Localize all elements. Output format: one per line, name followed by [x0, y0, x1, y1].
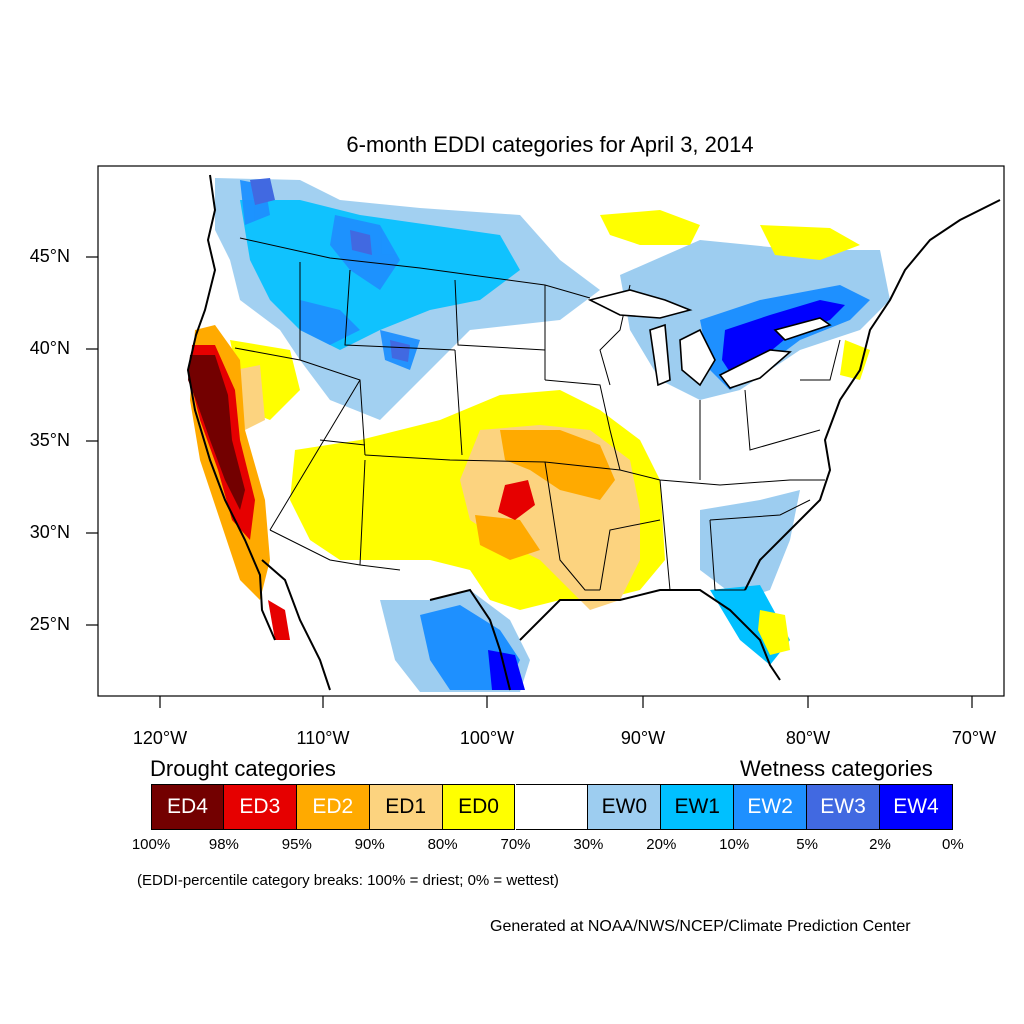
lat-label-45: 45°N [29, 246, 70, 266]
boundaries [234, 237, 841, 591]
great-lakes [587, 289, 832, 389]
wetness-ew4-texas [488, 650, 525, 690]
lon-label-90: 90°W [620, 728, 666, 748]
legend-box-neutral [515, 784, 589, 830]
map-frame [97, 165, 1005, 697]
lon-label-120: 120°W [132, 728, 188, 748]
legend-box-ew4: EW4 [880, 784, 953, 830]
legend-box-ed2: ED2 [296, 784, 370, 830]
legend-tick-label: 98% [208, 836, 239, 853]
legend-box-ed0: ED0 [442, 784, 516, 830]
coastline [186, 174, 1001, 691]
legend-tick-label: 95% [281, 836, 312, 853]
lon-label-80: 80°W [785, 728, 831, 748]
map-title: 6-month EDDI categories for April 3, 201… [346, 132, 754, 157]
legend-tick-label: 80% [427, 836, 458, 853]
lon-label-70: 70°W [951, 728, 997, 748]
legend-box-ew1: EW1 [661, 784, 735, 830]
legend-tick-label: 5% [796, 836, 818, 853]
lat-label-40: 40°N [29, 338, 70, 358]
legend-tick-label: 70% [500, 836, 531, 853]
legend-tick-label: 0% [942, 836, 964, 853]
legend-tick-label: 30% [573, 836, 604, 853]
lat-label-30: 30°N [29, 522, 70, 542]
legend-tick-label: 2% [869, 836, 891, 853]
legend-box-ed1: ED1 [369, 784, 443, 830]
legend-box-ew0: EW0 [588, 784, 662, 830]
legend-box-ed3: ED3 [223, 784, 297, 830]
lat-label-35: 35°N [29, 430, 70, 450]
drought-ed4-region [188, 355, 245, 510]
lat-label-25: 25°N [29, 614, 70, 634]
legend-tick-label: 100% [131, 836, 171, 853]
lon-label-110: 110°W [296, 728, 350, 748]
legend-box-ed4: ED4 [151, 784, 224, 830]
wetness-region-southeast [700, 490, 800, 600]
legend-note: (EDDI-percentile category breaks: 100% =… [137, 872, 559, 889]
drought-heading: Drought categories [150, 756, 336, 781]
credit-text: Generated at NOAA/NWS/NCEP/Climate Predi… [490, 918, 911, 935]
legend-tick-label: 20% [646, 836, 677, 853]
legend-tick-label: 90% [354, 836, 385, 853]
wetness-ew3-north [250, 178, 410, 362]
legend-box-ew3: EW3 [807, 784, 880, 830]
legend-tick-label: 10% [719, 836, 750, 853]
lon-label-100: 100°W [459, 728, 515, 748]
wetness-heading: Wetness categories [740, 756, 933, 781]
legend-box-ew2: EW2 [734, 784, 808, 830]
